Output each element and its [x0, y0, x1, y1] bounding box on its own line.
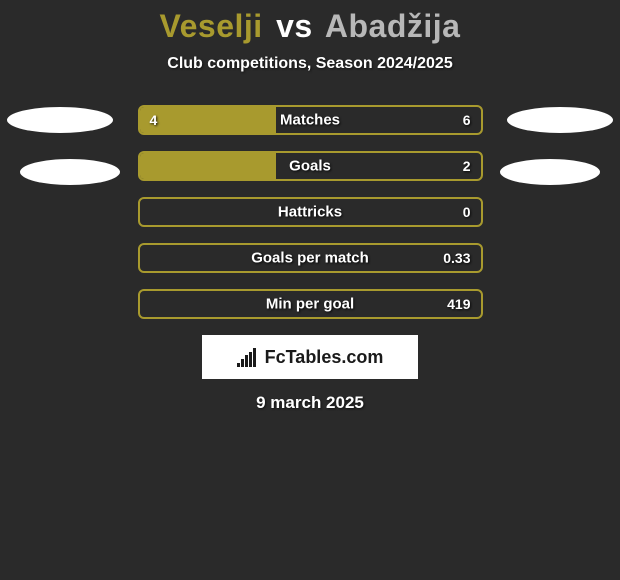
footer-date: 9 march 2025	[0, 393, 620, 413]
stat-label: Goals per match	[251, 250, 369, 267]
stat-row: Goals 2	[138, 151, 483, 181]
decoration-ellipse	[507, 107, 613, 133]
player1-name: Veselji	[160, 8, 263, 44]
stats-area: 4 Matches 6 Goals 2 Hattricks 0 Goals per match…	[0, 105, 620, 319]
decoration-ellipse	[500, 159, 600, 185]
brand-badge: FcTables.com	[202, 335, 418, 379]
fill-left	[140, 153, 276, 179]
stat-row: Min per goal 419	[138, 289, 483, 319]
subtitle: Club competitions, Season 2024/2025	[0, 55, 620, 73]
stat-label: Matches	[280, 112, 340, 129]
stat-right-value: 2	[463, 158, 471, 174]
comparison-card: Veselji vs Abadžija Club competitions, S…	[0, 0, 620, 413]
stat-row: Hattricks 0	[138, 197, 483, 227]
stat-label: Goals	[289, 158, 331, 175]
player2-name: Abadžija	[325, 8, 461, 44]
stat-right-value: 419	[447, 296, 470, 312]
stat-right-value: 0.33	[443, 250, 470, 266]
decoration-ellipse	[7, 107, 113, 133]
stat-right-value: 6	[463, 112, 471, 128]
brand-text: FcTables.com	[265, 347, 384, 368]
stat-bars: 4 Matches 6 Goals 2 Hattricks 0 Goals per match…	[138, 105, 483, 319]
main-title: Veselji vs Abadžija	[0, 8, 620, 45]
bar-chart-icon	[237, 347, 259, 367]
stat-right-value: 0	[463, 204, 471, 220]
fill-left	[140, 107, 276, 133]
stat-label: Min per goal	[266, 296, 354, 313]
decoration-ellipse	[20, 159, 120, 185]
stat-row: Goals per match 0.33	[138, 243, 483, 273]
stat-left-value: 4	[150, 112, 158, 128]
stat-row: 4 Matches 6	[138, 105, 483, 135]
vs-text: vs	[276, 8, 313, 44]
stat-label: Hattricks	[278, 204, 342, 221]
